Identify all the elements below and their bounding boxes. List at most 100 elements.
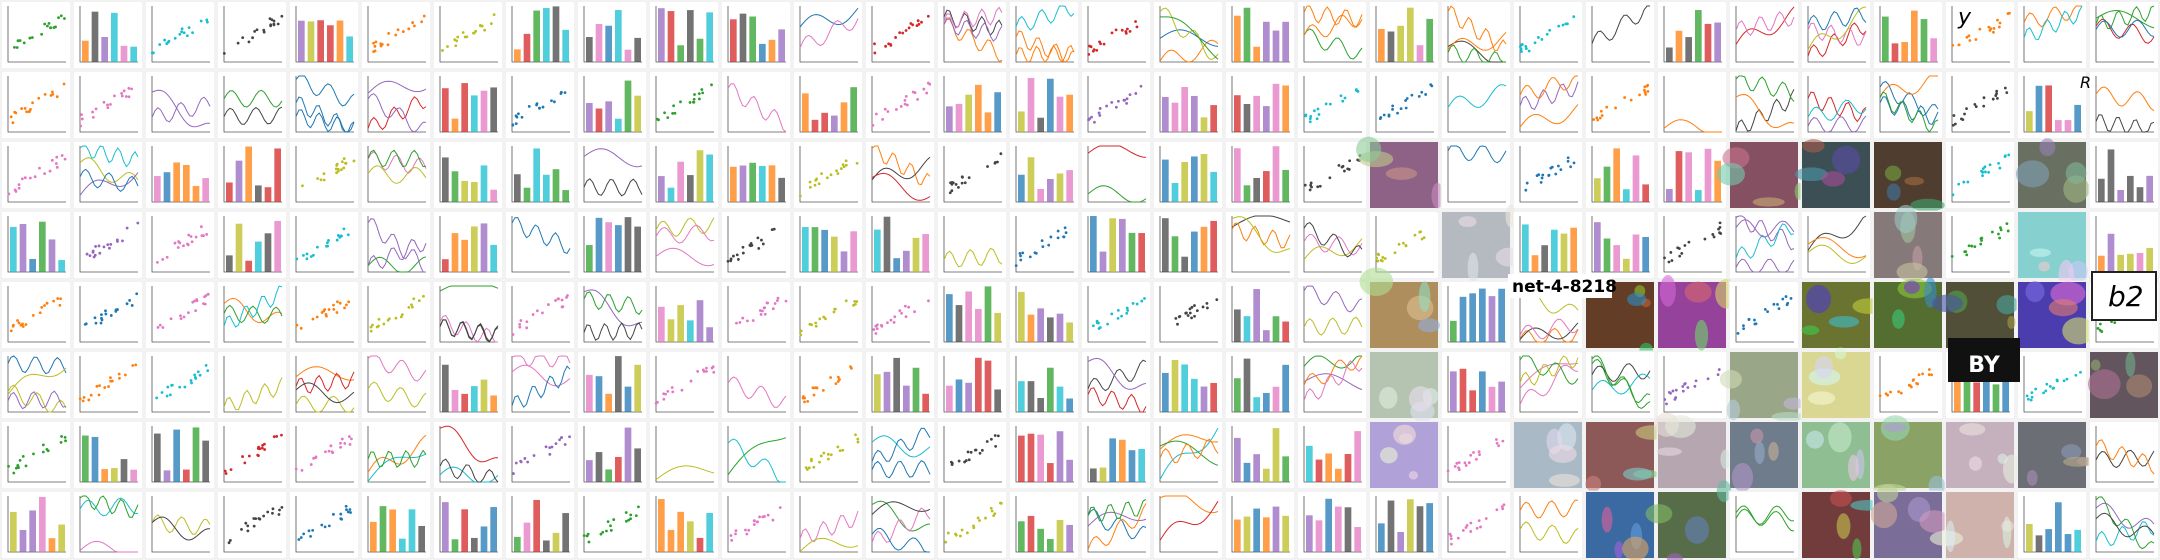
dot xyxy=(1474,457,1478,461)
dot xyxy=(1040,239,1044,243)
curve xyxy=(1519,81,1579,111)
dot xyxy=(1981,170,1985,174)
bar xyxy=(1253,508,1260,552)
axes xyxy=(511,286,570,343)
axes xyxy=(7,76,66,133)
dot xyxy=(752,519,756,523)
thumbnail xyxy=(864,140,936,210)
dot xyxy=(387,317,391,321)
axes xyxy=(439,146,498,203)
badge-backdrop xyxy=(1948,338,2020,382)
dot xyxy=(582,534,586,538)
dot xyxy=(324,450,327,454)
dot xyxy=(812,465,816,469)
dot xyxy=(394,33,398,37)
dot xyxy=(1318,184,1322,188)
curve xyxy=(943,9,1003,36)
dot xyxy=(1951,193,1955,197)
dot xyxy=(760,309,764,313)
dot xyxy=(1670,259,1674,262)
curve xyxy=(7,367,67,395)
dot xyxy=(327,308,331,311)
bar xyxy=(523,33,531,62)
dot xyxy=(11,121,15,125)
dot xyxy=(903,98,907,102)
axes xyxy=(439,496,498,553)
thumbnail xyxy=(1440,140,1512,210)
dot xyxy=(48,169,52,173)
image-detail xyxy=(1801,325,1820,336)
thumbnail xyxy=(1296,420,1368,490)
dot xyxy=(985,440,989,443)
figure-label: net-4-8218 xyxy=(1512,277,1617,297)
dot xyxy=(926,81,930,85)
dot xyxy=(978,451,982,455)
image-detail xyxy=(1919,510,1950,533)
dot xyxy=(1125,306,1129,310)
bar xyxy=(1623,189,1630,202)
thumbnail xyxy=(792,350,864,420)
dot xyxy=(1973,245,1977,248)
curve xyxy=(151,96,211,123)
dot xyxy=(1188,307,1192,311)
dot xyxy=(269,23,273,27)
bar xyxy=(1642,236,1649,272)
dot xyxy=(263,442,266,446)
dot xyxy=(874,332,878,335)
thumbnail xyxy=(1359,267,1441,350)
dot xyxy=(280,14,284,18)
dot xyxy=(972,526,976,530)
dot xyxy=(771,307,775,311)
dot xyxy=(957,459,961,463)
image-detail xyxy=(2065,162,2087,185)
dot xyxy=(960,528,964,532)
dot xyxy=(195,299,199,303)
dot xyxy=(116,308,119,311)
axes xyxy=(223,356,282,413)
axes xyxy=(511,356,570,413)
dot xyxy=(295,323,299,327)
dot xyxy=(1917,373,1921,377)
thumbnail xyxy=(360,0,432,70)
dot xyxy=(1981,167,1985,171)
dot xyxy=(1598,116,1602,120)
dot xyxy=(492,13,496,17)
dot xyxy=(1125,27,1129,31)
axes xyxy=(295,356,354,413)
dot xyxy=(57,16,60,20)
thumbnail-frame xyxy=(144,210,216,280)
bar xyxy=(480,165,488,202)
bar xyxy=(634,95,641,132)
dot xyxy=(693,93,696,96)
axes xyxy=(799,356,858,413)
curve xyxy=(511,365,571,408)
image-detail xyxy=(1852,538,1862,560)
dot xyxy=(1123,98,1127,102)
dot xyxy=(1469,521,1473,525)
dot xyxy=(104,312,108,316)
dot xyxy=(156,260,159,264)
thumbnail xyxy=(1008,490,1080,560)
image-detail xyxy=(2026,469,2038,486)
dot xyxy=(832,310,836,314)
dot xyxy=(1315,117,1319,121)
bar xyxy=(768,165,776,202)
dot xyxy=(1135,25,1139,29)
dot xyxy=(1381,255,1385,259)
bar xyxy=(1253,454,1260,482)
dot xyxy=(186,311,190,315)
dot xyxy=(1495,441,1499,445)
dot xyxy=(1308,120,1312,124)
dot xyxy=(1343,169,1346,173)
bar xyxy=(840,102,848,132)
dot xyxy=(838,449,842,452)
thumbnail xyxy=(1296,490,1368,560)
dot xyxy=(316,245,319,249)
thumbnail xyxy=(648,210,720,280)
bar xyxy=(1191,378,1198,412)
curve xyxy=(1447,5,1507,51)
curve xyxy=(799,7,859,28)
dot xyxy=(23,107,27,110)
dot xyxy=(804,466,808,470)
